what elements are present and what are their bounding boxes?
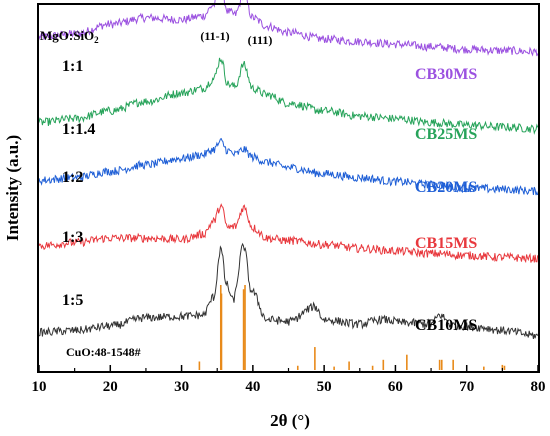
x-tick-label: 80 [531,379,546,395]
series-label-cb20ms: CB20MS [415,179,477,196]
x-tick-label: 50 [317,379,332,395]
ratio-label-4: 1:3 [62,229,83,246]
x-tick-label: 20 [103,379,118,395]
series-line-cb15ms [38,203,539,264]
plot-layer [38,0,539,370]
ratio-label-3: 1:2 [62,169,83,186]
ratio-label-1: 1:1 [62,58,83,75]
series-label-cb10ms: CB10MS [415,317,477,334]
series-line-cb10ms [38,242,539,339]
series-line-cb20ms [38,137,539,196]
x-axis-label: 2θ (°) [270,411,310,430]
series-line-cb25ms [38,57,539,135]
ticks-layer: 10 20 30 40 50 60 70 80 [32,365,546,395]
x-tick-label: 60 [388,379,403,395]
ratio-header-text: MgO:SiO [40,28,94,43]
x-tick-label: 10 [32,379,47,395]
ratio-label-5: 1:5 [62,292,83,309]
series-label-cb15ms: CB15MS [415,235,477,252]
series-line-cb30ms [38,0,539,57]
x-tick-label: 70 [459,379,474,395]
peak-label-111: (111) [248,33,273,47]
x-tick-label: 30 [174,379,189,395]
x-tick-label: 40 [245,379,260,395]
plot-frame [37,3,540,373]
y-axis-label: Intensity (a.u.) [3,135,22,241]
ratio-label-2: 1:1.4 [62,121,95,138]
peak-label-11-1: (11-1) [200,29,229,43]
ratio-header-subscript: 2 [94,35,99,45]
ratio-header: MgO:SiO2 [40,28,99,45]
series-label-cb25ms: CB25MS [415,126,477,143]
reference-label: CuO:48-1548# [66,345,141,359]
series-label-cb30ms: CB30MS [415,66,477,83]
